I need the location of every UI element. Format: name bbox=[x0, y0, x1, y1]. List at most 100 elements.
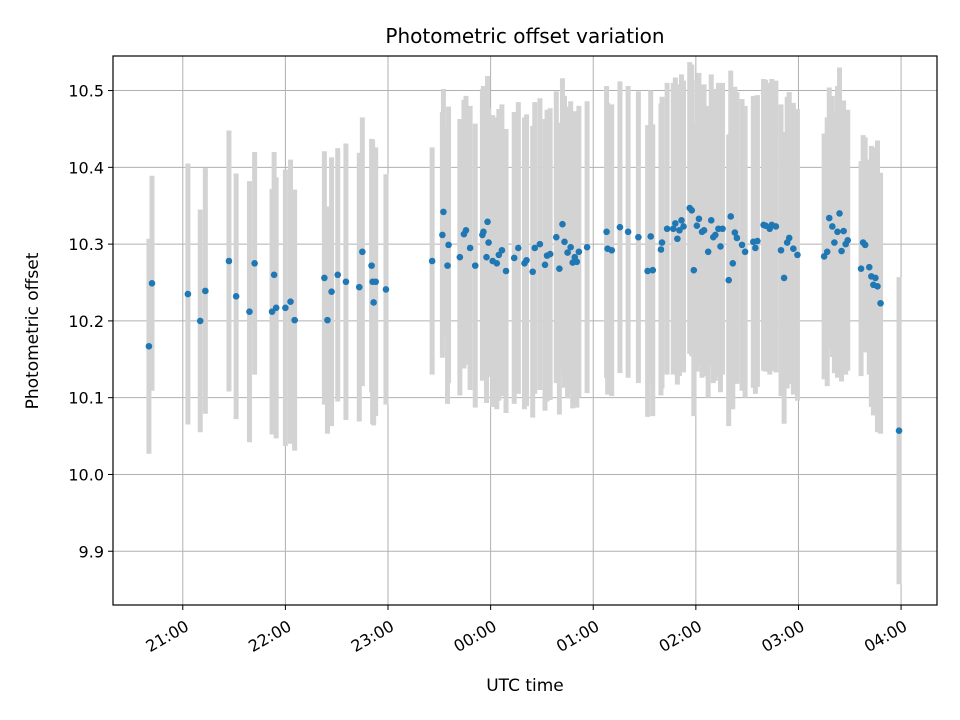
data-point bbox=[251, 260, 258, 267]
data-point bbox=[148, 279, 156, 287]
data-point bbox=[370, 299, 377, 306]
data-point bbox=[825, 214, 833, 222]
data-point bbox=[246, 308, 253, 315]
data-point bbox=[466, 244, 474, 252]
y-tick-label: 10.1 bbox=[68, 389, 104, 408]
data-point bbox=[872, 274, 879, 282]
data-point bbox=[729, 260, 737, 267]
data-point bbox=[657, 246, 665, 253]
data-point bbox=[608, 246, 616, 254]
data-point bbox=[515, 244, 522, 252]
data-point bbox=[493, 260, 501, 267]
y-tick-label: 10.3 bbox=[68, 235, 104, 254]
data-point bbox=[483, 253, 490, 261]
data-point bbox=[196, 317, 204, 325]
data-point bbox=[719, 225, 726, 233]
data-point bbox=[672, 220, 679, 227]
data-point bbox=[603, 228, 610, 236]
data-point bbox=[556, 265, 563, 272]
data-point bbox=[282, 304, 289, 312]
data-point bbox=[272, 304, 280, 312]
data-point bbox=[861, 241, 869, 249]
data-point bbox=[857, 265, 865, 272]
data-point bbox=[674, 235, 681, 243]
data-point bbox=[754, 237, 761, 245]
data-point bbox=[772, 223, 780, 230]
data-point bbox=[695, 215, 703, 223]
y-tick-label: 10.2 bbox=[68, 312, 104, 331]
data-point bbox=[480, 228, 487, 236]
data-point bbox=[794, 251, 801, 259]
data-point bbox=[575, 248, 583, 256]
data-point bbox=[546, 250, 554, 258]
data-point bbox=[678, 217, 685, 224]
data-point bbox=[536, 240, 544, 248]
data-point bbox=[444, 262, 451, 269]
data-point bbox=[462, 226, 470, 234]
data-point bbox=[780, 274, 788, 282]
data-point bbox=[328, 288, 335, 296]
data-point bbox=[663, 225, 671, 233]
data-point bbox=[649, 266, 657, 274]
y-axis-title: Photometric offset bbox=[23, 252, 43, 409]
data-point bbox=[823, 248, 831, 256]
data-point bbox=[877, 299, 884, 307]
data-point bbox=[741, 248, 749, 256]
data-point bbox=[731, 229, 739, 236]
data-point bbox=[456, 253, 464, 261]
data-point bbox=[790, 245, 797, 253]
y-tick-label: 10.5 bbox=[68, 82, 104, 101]
data-point bbox=[785, 234, 793, 242]
data-point bbox=[225, 257, 233, 265]
data-point bbox=[484, 218, 491, 226]
data-point bbox=[334, 271, 342, 279]
data-point bbox=[700, 226, 708, 234]
data-point bbox=[232, 293, 240, 300]
data-point bbox=[717, 243, 724, 250]
data-point bbox=[688, 207, 696, 214]
y-tick-label: 10.4 bbox=[68, 158, 104, 177]
data-point bbox=[559, 220, 566, 228]
data-point bbox=[440, 208, 447, 216]
data-point bbox=[541, 261, 549, 269]
data-point bbox=[725, 276, 732, 284]
data-point bbox=[372, 278, 379, 286]
data-point bbox=[529, 268, 536, 276]
data-point bbox=[485, 239, 492, 246]
data-point bbox=[471, 262, 479, 269]
x-axis-title: UTC time bbox=[486, 676, 564, 696]
data-point bbox=[658, 239, 666, 246]
data-point bbox=[733, 234, 741, 242]
y-tick-label: 9.9 bbox=[79, 542, 104, 561]
data-point bbox=[531, 244, 539, 252]
data-point bbox=[428, 257, 436, 265]
data-point bbox=[382, 286, 390, 293]
data-point bbox=[321, 274, 328, 282]
data-point bbox=[874, 283, 881, 290]
data-point bbox=[840, 227, 847, 235]
data-point bbox=[616, 223, 624, 231]
y-tick-label: 10.0 bbox=[68, 465, 104, 484]
data-point bbox=[145, 342, 153, 350]
y-axis: 9.9 10.0 10.1 10.2 10.3 10.4 10.5 bbox=[68, 82, 113, 561]
data-point bbox=[270, 271, 278, 279]
data-point bbox=[439, 231, 446, 239]
data-point bbox=[291, 316, 298, 324]
data-point bbox=[342, 278, 350, 286]
data-point bbox=[184, 290, 192, 298]
data-point bbox=[287, 298, 294, 306]
chart-title: Photometric offset variation bbox=[385, 24, 664, 48]
data-point bbox=[324, 316, 331, 324]
data-point bbox=[564, 249, 571, 256]
data-point bbox=[752, 244, 759, 252]
data-point bbox=[693, 222, 701, 229]
data-point bbox=[838, 247, 845, 255]
data-point bbox=[552, 233, 560, 241]
data-point bbox=[704, 248, 712, 256]
data-point bbox=[498, 246, 506, 254]
plot-frame bbox=[112, 55, 938, 606]
data-point bbox=[727, 213, 735, 220]
data-point bbox=[829, 223, 836, 230]
data-point bbox=[561, 238, 568, 246]
